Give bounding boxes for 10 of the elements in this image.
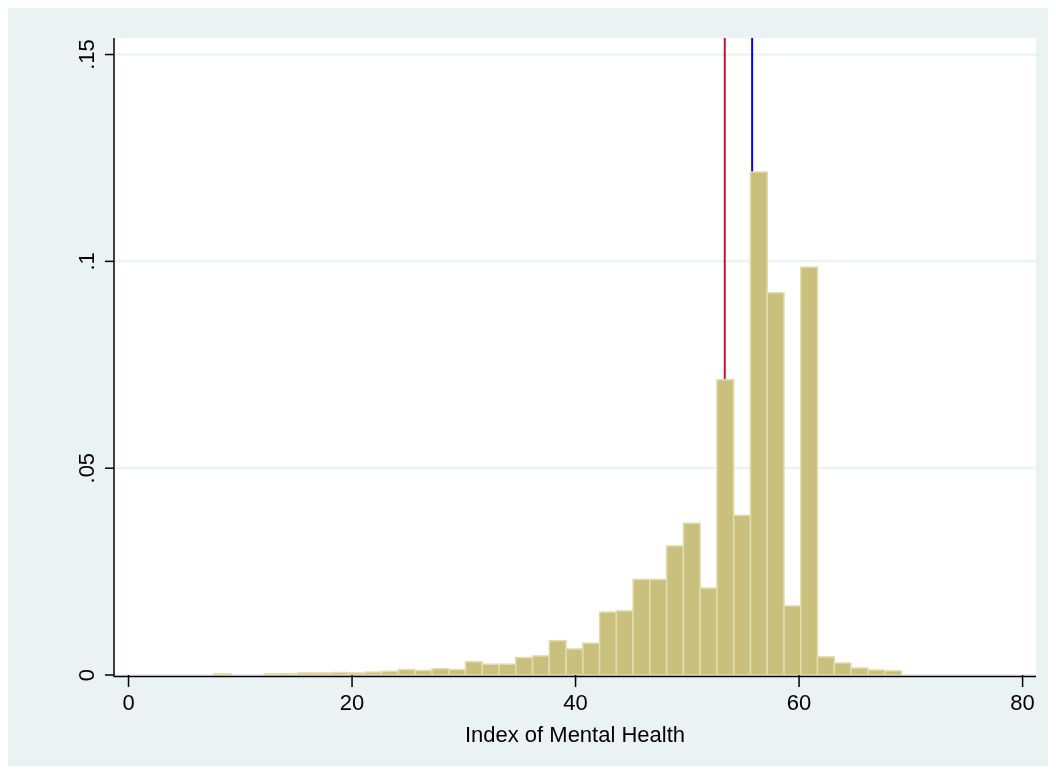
y-tick-label: .1 [74, 252, 99, 271]
x-tick-label: 60 [786, 690, 812, 715]
x-axis-title: Index of Mental Health [464, 722, 686, 747]
y-tick-label: .05 [74, 452, 99, 484]
x-tick-label: 40 [563, 690, 588, 715]
x-tick-label: 0 [122, 690, 135, 715]
y-tick-label: 0 [74, 668, 99, 682]
x-tick-label: 80 [1010, 690, 1035, 715]
x-tick-label: 20 [339, 690, 365, 715]
y-tick-label: .15 [74, 39, 99, 70]
